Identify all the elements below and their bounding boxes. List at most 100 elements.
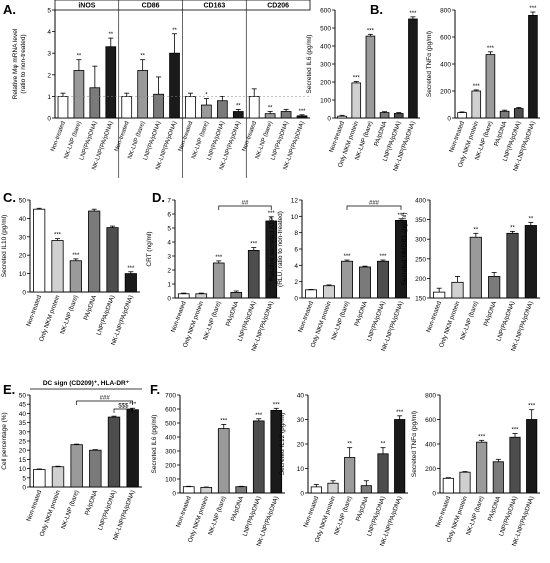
bar [200,486,213,494]
y-tick-label: 50 [19,393,27,400]
bar [526,419,538,494]
bar [310,486,322,494]
bar [323,285,335,299]
y-tick-label: 40 [19,216,27,223]
chart-C: 0 10 20 30 40 50 Secreted IL10 (pg/ml) Non-trea… [1,198,140,346]
significance-label: ** [140,54,145,60]
y-tick-label: 5 [47,8,51,15]
y-tick-label: 10 [19,466,27,473]
bar [195,293,208,299]
y-tick-label: 200 [320,80,331,87]
category-label: PA/pDNA [225,299,241,327]
y-tick-label: 0 [300,491,304,498]
significance-label: *** [478,434,486,440]
y-tick-label: 0 [47,116,51,123]
panel-letter-d: D. [152,190,165,205]
y-tick-label: 45 [19,402,27,409]
panel-letter-a: A. [3,2,16,17]
bar [296,115,308,119]
category-label: Non-treated [434,495,452,529]
significance-label: *** [529,6,537,12]
y-axis-label: Relative Mφ mRNA level [12,28,19,99]
category-label: Non-treated [242,121,258,153]
y-tick-label: 150 [415,296,426,303]
significance-label: ** [473,227,478,233]
bar [137,70,148,119]
bar [377,453,389,494]
bar [476,441,488,494]
y-axis-label: Secreted IL10 (pg/ml) [1,215,8,278]
category-label: LNP(PA/pDNA) [242,495,263,537]
y-tick-label: 200 [440,89,451,96]
category-label: PA/pDNA [483,299,499,327]
y-tick-label: 20 [297,442,305,449]
significance-label: *** [220,418,228,424]
bar [169,52,180,119]
y-tick-label: 25 [19,439,27,446]
y-tick-label: 2 [294,279,298,286]
significance-label: ** [528,216,533,222]
group-label: CD163 [203,3,225,10]
y-tick-label: 0 [294,296,298,303]
y-tick-label: 35 [19,420,27,427]
bar [442,477,454,494]
bar [377,260,389,299]
y-tick-label: 0 [22,485,26,492]
bar [70,444,83,488]
significance-label: *** [215,255,223,261]
bracket-label: $$$ [118,404,129,410]
significance-label: *** [343,254,351,260]
y-axis-label: Secreted TNFα (pg/ml) [426,31,433,97]
y-axis-label: Secreted IL6 (pg/ml) [306,35,313,94]
bar [337,115,347,119]
y-axis-label: Relative secreted ATP [269,217,276,281]
y-axis-label: (RLU, ratio to non-treated) [277,211,284,287]
significance-label: *** [268,211,276,217]
category-label: Only NKM protein [39,489,62,538]
bar [182,486,195,494]
y-tick-label: 7 [167,198,171,205]
panel-letter-e: E. [3,382,16,397]
y-axis-label: Secreted IL6 (pg/ml) [151,415,158,474]
y-tick-label: 400 [425,442,436,449]
bar [217,100,228,119]
y-axis-label: Cell percentage (%) [1,412,8,469]
y-tick-label: 30 [297,417,305,424]
significance-bracket [346,205,402,210]
y-tick-label: 400 [320,44,331,51]
chart-F3: 0 200 400 600 800 Secreted TNFα (pg/ml) Non-tr… [411,393,540,547]
category-label: LNP(PA/pDNA) [95,294,116,336]
bar [232,111,244,119]
bar [408,18,418,119]
category-label: NK-LNP (bare) [465,495,486,536]
y-tick-label: 8 [294,230,298,237]
y-tick-label: 2 [47,72,51,79]
panel-letter-b: B. [370,2,383,17]
group-label: iNOS [78,3,95,10]
chart-F2: 0 10 20 30 40 Secreted IL12 (pg/ml) Non-treate… [279,393,408,547]
bar [51,240,64,293]
panel-letter-f: F. [150,382,161,397]
bar [89,87,101,119]
category-label: LNP(PA/pDNA) [97,489,118,531]
y-tick-label: 100 [320,98,331,105]
y-tick-label: 3 [47,51,51,58]
bar [121,96,133,119]
category-label: PA/pDNA [353,299,369,327]
bar [177,293,190,299]
y-axis-label: Secreted TNFα (pg/ml) [411,411,418,477]
y-tick-label: 10 [19,271,27,278]
bar [359,266,371,299]
bar [248,96,260,119]
category-label: NK-LNP (bare) [459,300,480,341]
bar [212,262,225,299]
bar [89,449,102,488]
significance-label: ** [236,103,241,109]
y-tick-label: 200 [165,463,176,470]
y-tick-label: 600 [440,35,451,42]
